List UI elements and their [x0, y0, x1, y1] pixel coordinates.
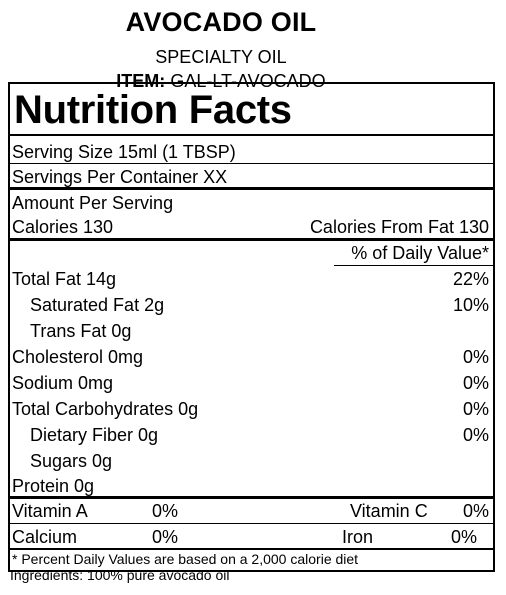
vitamin-daily-value: 0%: [462, 501, 489, 521]
nutrient-daily-value: 0%: [462, 347, 489, 367]
nutrient-row: Sodium 0mg 0%: [12, 371, 489, 395]
daily-value-footnote: * Percent Daily Values are based on a 2,…: [12, 551, 359, 567]
item-code-line: ITEM: GAL-LT-AVOCADO: [0, 70, 442, 92]
amount-per-serving-row: Amount Per Serving: [12, 191, 489, 215]
nutrient-name: Protein 0g: [12, 476, 95, 496]
nutrient-row: Total Carbohydrates 0g 0%: [12, 397, 489, 421]
nutrient-daily-value: 0%: [462, 373, 489, 393]
serving-size: Serving Size 15ml (1 TBSP): [12, 142, 236, 162]
nutrient-row: Cholesterol 0mg 0%: [12, 345, 489, 369]
item-code: GAL-LT-AVOCADO: [170, 71, 326, 91]
servings-per-container: Servings Per Container XX: [12, 167, 228, 187]
nutrient-name: Total Carbohydrates 0g: [12, 399, 199, 419]
nutrition-facts-panel: Nutrition Facts Serving Size 15ml (1 TBS…: [8, 82, 495, 572]
nutrient-row: Sugars 0g: [12, 449, 489, 473]
nutrient-daily-value: 22%: [452, 269, 489, 289]
nutrient-row: Protein 0g: [12, 474, 489, 498]
product-name: AVOCADO OIL: [125, 7, 317, 37]
vitamin-daily-value: 0%: [450, 527, 477, 547]
item-label: ITEM:: [116, 71, 166, 91]
divider: [10, 548, 493, 550]
product-subtitle: SPECIALTY OIL: [155, 47, 287, 67]
amount-per-serving: Amount Per Serving: [12, 193, 174, 213]
vitamin-row: Vitamin A 0% Vitamin C 0%: [12, 499, 489, 523]
vitamin-name: Vitamin A: [12, 501, 88, 521]
thick-divider: [10, 238, 493, 241]
thick-divider: [10, 187, 493, 190]
vitamin-name: Vitamin C: [350, 501, 428, 521]
nutrient-daily-value: 10%: [452, 295, 489, 315]
nutrient-name: Sugars 0g: [30, 451, 113, 471]
calories-from-fat: Calories From Fat 130: [309, 217, 489, 237]
divider: [10, 523, 493, 524]
serving-size-row: Serving Size 15ml (1 TBSP): [12, 140, 489, 164]
vitamin-name: Calcium: [12, 527, 78, 547]
divider: [10, 134, 493, 136]
nutrient-name: Saturated Fat 2g: [30, 295, 165, 315]
vitamin-name: Iron: [342, 527, 374, 547]
nutrition-facts-title: Nutrition Facts: [14, 88, 292, 132]
nutrient-row: Saturated Fat 2g 10%: [12, 293, 489, 317]
nutrient-name: Cholesterol 0mg: [12, 347, 144, 367]
thick-divider: [10, 496, 493, 499]
nutrient-row: Total Fat 14g 22%: [12, 267, 489, 291]
vitamin-row: Calcium 0% Iron 0%: [12, 525, 489, 549]
calories: Calories 130: [12, 217, 114, 237]
nutrient-name: Sodium 0mg: [12, 373, 114, 393]
vitamin-daily-value: 0%: [152, 527, 179, 547]
nutrient-name: Trans Fat 0g: [30, 321, 132, 341]
divider: [10, 163, 493, 164]
daily-value-header-row: % of Daily Value*: [12, 241, 489, 265]
divider: [334, 265, 493, 266]
daily-value-header: % of Daily Value*: [351, 243, 489, 263]
calories-row: Calories 130 Calories From Fat 130: [12, 215, 489, 239]
vitamin-daily-value: 0%: [152, 501, 179, 521]
nutrient-name: Total Fat 14g: [12, 269, 117, 289]
nutrient-row: Trans Fat 0g: [12, 319, 489, 343]
nutrient-row: Dietary Fiber 0g 0%: [12, 423, 489, 447]
nutrient-daily-value: 0%: [462, 399, 489, 419]
nutrient-daily-value: 0%: [462, 425, 489, 445]
nutrient-name: Dietary Fiber 0g: [30, 425, 159, 445]
ingredients: Ingredients: 100% pure avocado oil: [10, 567, 230, 583]
servings-per-container-row: Servings Per Container XX: [12, 165, 489, 189]
